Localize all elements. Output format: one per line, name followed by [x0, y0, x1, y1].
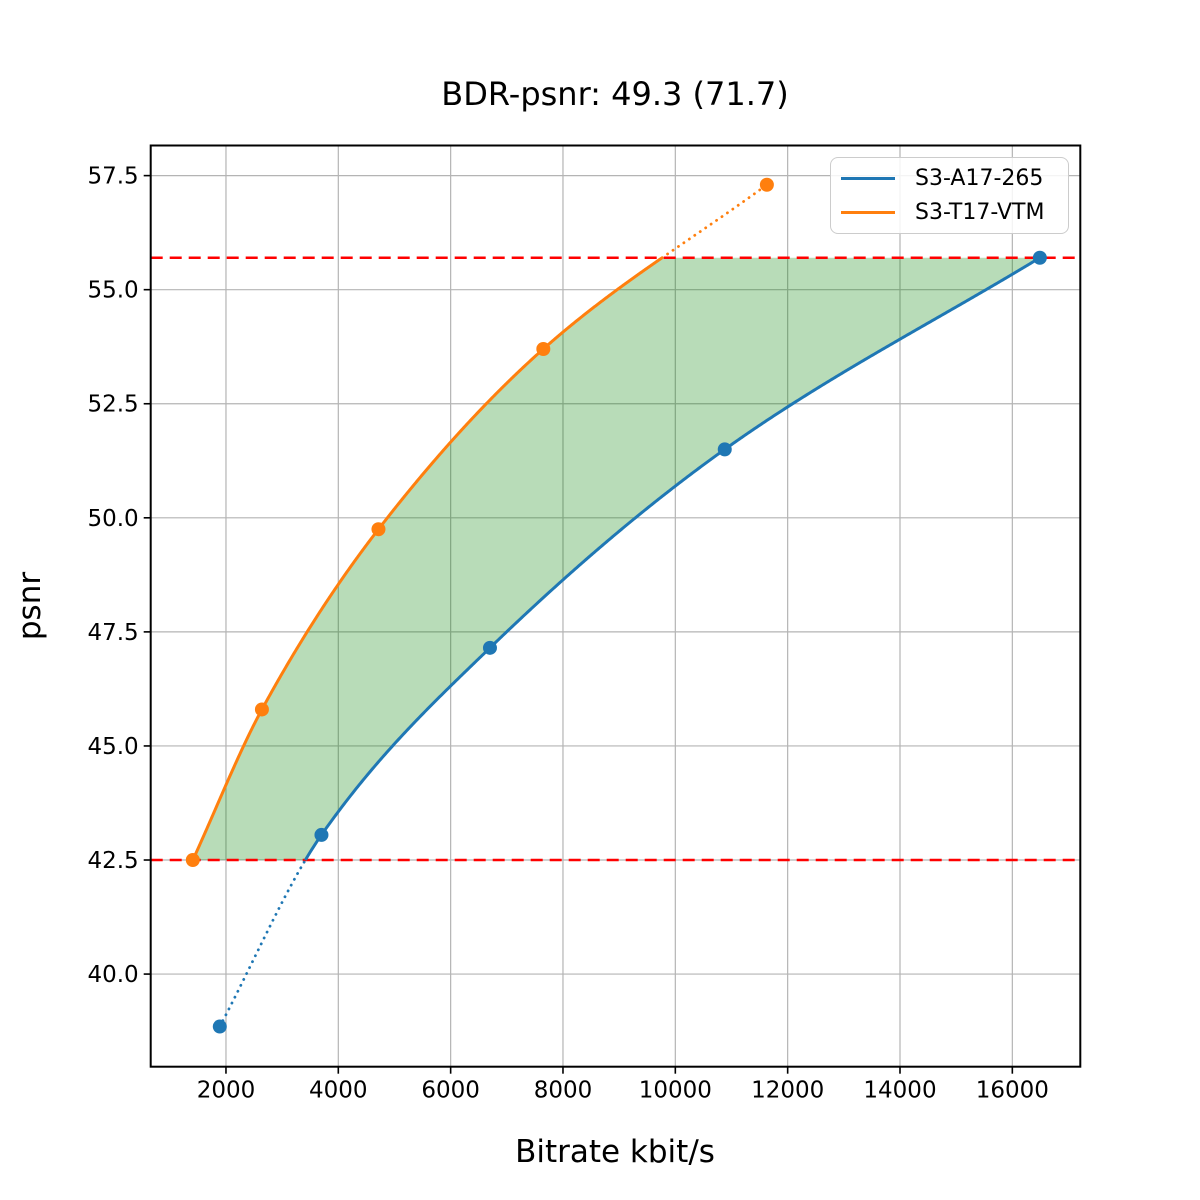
legend-item-s3-a17-265: S3-A17-265	[831, 166, 1068, 191]
plot-border	[149, 144, 1082, 1068]
series-line-s3-a17-265	[304, 256, 1041, 861]
data-point-marker	[759, 177, 774, 192]
y-tick-label: 50.0	[87, 506, 138, 532]
y-tick-label: 45.0	[87, 734, 138, 760]
y-axis-label: psnr	[12, 571, 48, 641]
x-axis-label: Bitrate kbit/s	[515, 1134, 715, 1170]
data-point-marker	[212, 1019, 227, 1034]
y-tick-label: 57.5	[87, 164, 138, 190]
data-point-marker	[314, 827, 329, 842]
data-point-marker	[717, 442, 732, 457]
data-point-marker	[185, 853, 200, 868]
series-line-s3-t17-vtm	[191, 256, 663, 861]
legend-line-swatch-blue	[841, 177, 895, 181]
x-tick-label: 10000	[639, 1078, 712, 1104]
data-point-marker	[482, 640, 497, 655]
legend-label: S3-A17-265	[915, 166, 1044, 192]
data-point-marker	[1032, 250, 1047, 265]
bd-rate-shaded-area	[192, 257, 1040, 861]
x-tick-label: 16000	[976, 1078, 1049, 1104]
x-tick-label: 14000	[863, 1078, 936, 1104]
data-point-marker	[254, 702, 269, 717]
x-tick-label: 2000	[197, 1078, 256, 1104]
chart-title: BDR-psnr: 49.3 (71.7)	[441, 75, 789, 113]
x-tick-label: 12000	[751, 1078, 824, 1104]
data-point-marker	[371, 522, 386, 537]
y-tick-label: 42.5	[87, 848, 138, 874]
series-line-dotted-s3-a17-265	[218, 858, 307, 1028]
x-tick-label: 6000	[421, 1078, 480, 1104]
y-tick-label: 55.0	[87, 278, 138, 304]
y-tick-label: 40.0	[87, 962, 138, 988]
data-point-marker	[536, 341, 551, 356]
y-tick-label: 52.5	[87, 392, 138, 418]
legend-label: S3-T17-VTM	[915, 199, 1045, 225]
x-tick-label: 4000	[309, 1078, 368, 1104]
legend: S3-A17-265 S3-T17-VTM	[830, 157, 1069, 234]
legend-line-swatch-orange	[841, 210, 895, 214]
x-tick-label: 8000	[534, 1078, 593, 1104]
legend-item-s3-t17-vtm: S3-T17-VTM	[831, 200, 1068, 225]
y-tick-label: 47.5	[87, 620, 138, 646]
series-line-dotted-s3-t17-vtm	[660, 183, 769, 260]
